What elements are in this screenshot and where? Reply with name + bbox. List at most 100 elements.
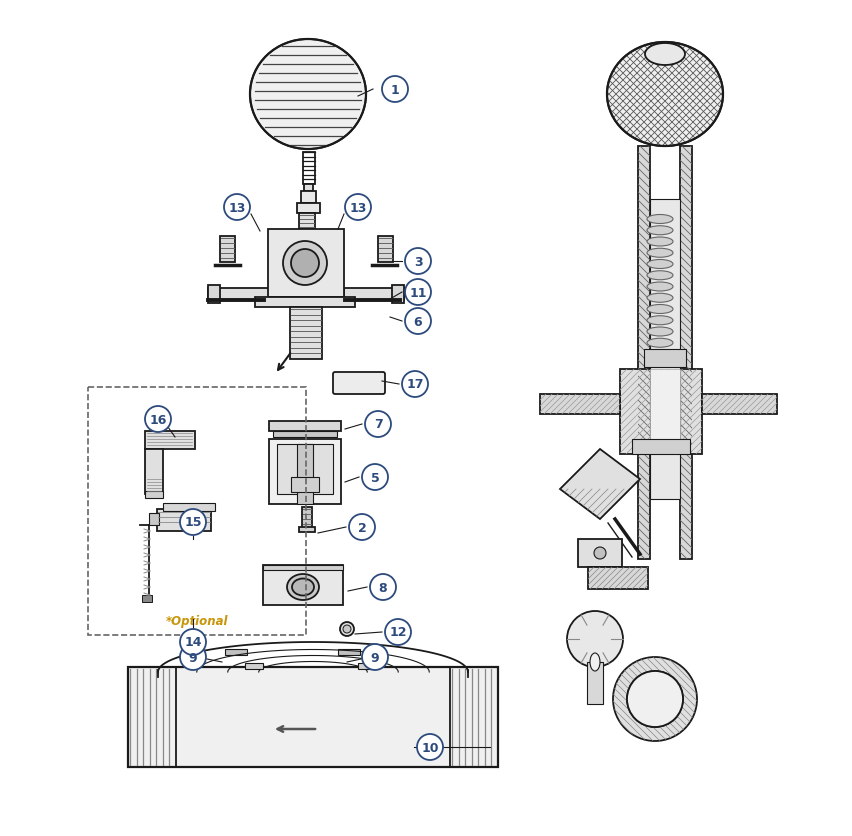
Bar	[189, 509, 211, 532]
Bar	[297, 204, 320, 214]
Text: 7: 7	[374, 418, 383, 431]
Text: 6: 6	[414, 315, 423, 328]
Text: 17: 17	[406, 378, 423, 391]
Bar	[225, 650, 247, 655]
Text: 10: 10	[421, 741, 439, 753]
Ellipse shape	[647, 272, 673, 280]
Text: 14: 14	[184, 635, 202, 649]
Text: 8: 8	[378, 581, 388, 594]
Bar	[273, 431, 337, 437]
Bar	[620, 370, 702, 455]
Ellipse shape	[647, 316, 673, 325]
Bar	[263, 565, 343, 570]
Circle shape	[180, 509, 206, 535]
Ellipse shape	[607, 43, 723, 147]
Bar	[303, 153, 315, 185]
Bar	[378, 237, 393, 263]
Ellipse shape	[647, 227, 673, 236]
Bar	[149, 513, 159, 525]
Bar	[702, 395, 777, 415]
Circle shape	[145, 406, 171, 432]
Bar	[277, 445, 333, 494]
Ellipse shape	[590, 653, 600, 671]
Bar	[680, 147, 692, 559]
Text: 3: 3	[414, 255, 423, 268]
Bar	[638, 147, 650, 559]
Ellipse shape	[647, 215, 673, 224]
Bar	[578, 539, 622, 568]
Circle shape	[362, 465, 388, 491]
Bar	[269, 421, 341, 431]
Text: 9: 9	[371, 650, 379, 664]
Text: *Optional: *Optional	[166, 614, 228, 627]
Ellipse shape	[283, 242, 327, 286]
Bar	[291, 477, 319, 492]
Bar	[245, 663, 263, 669]
Bar	[304, 185, 313, 191]
Text: 12: 12	[389, 626, 406, 639]
Text: 15: 15	[184, 516, 202, 529]
Ellipse shape	[647, 305, 673, 314]
Bar	[302, 507, 312, 529]
Bar	[145, 492, 163, 498]
Ellipse shape	[250, 40, 366, 150]
Circle shape	[224, 195, 250, 221]
Circle shape	[594, 548, 606, 559]
Circle shape	[340, 622, 354, 636]
Circle shape	[405, 248, 431, 275]
Circle shape	[402, 371, 428, 398]
Text: 11: 11	[409, 286, 427, 299]
Bar	[299, 528, 315, 533]
Text: 16: 16	[149, 413, 167, 426]
Circle shape	[382, 77, 408, 103]
Bar	[632, 440, 690, 455]
Bar	[163, 503, 215, 512]
Text: 1: 1	[390, 84, 400, 96]
Text: 13: 13	[349, 201, 366, 214]
Bar	[208, 288, 270, 301]
Circle shape	[365, 411, 391, 437]
Bar	[450, 667, 498, 767]
Bar	[650, 370, 680, 455]
Bar	[358, 663, 376, 669]
Bar	[650, 200, 680, 499]
Bar	[344, 288, 404, 301]
Ellipse shape	[647, 339, 673, 348]
Polygon shape	[560, 450, 640, 519]
Circle shape	[385, 619, 411, 645]
Bar	[297, 445, 313, 504]
Bar	[255, 298, 355, 308]
Text: 5: 5	[371, 471, 379, 484]
Circle shape	[343, 625, 351, 633]
Ellipse shape	[287, 574, 319, 600]
Circle shape	[417, 734, 443, 760]
Circle shape	[370, 574, 396, 600]
Ellipse shape	[645, 44, 685, 66]
Bar	[145, 450, 163, 494]
Bar	[268, 230, 344, 298]
Circle shape	[362, 645, 388, 670]
Bar	[157, 509, 189, 532]
Ellipse shape	[292, 579, 314, 596]
Ellipse shape	[291, 250, 319, 278]
Ellipse shape	[647, 283, 673, 292]
Text: 9: 9	[188, 650, 198, 664]
Circle shape	[345, 195, 371, 221]
Circle shape	[405, 280, 431, 306]
Bar	[299, 214, 315, 230]
Bar	[142, 595, 152, 602]
Bar	[392, 286, 404, 303]
Bar	[208, 286, 220, 303]
Bar	[587, 662, 603, 704]
Circle shape	[627, 671, 683, 727]
Bar	[540, 395, 620, 415]
Bar	[338, 650, 360, 655]
Bar	[263, 565, 343, 605]
Text: 2: 2	[358, 521, 366, 534]
Bar	[290, 308, 322, 359]
Bar	[220, 237, 235, 263]
Bar	[644, 349, 686, 368]
Circle shape	[627, 671, 683, 727]
Bar	[128, 667, 176, 767]
Ellipse shape	[647, 249, 673, 258]
